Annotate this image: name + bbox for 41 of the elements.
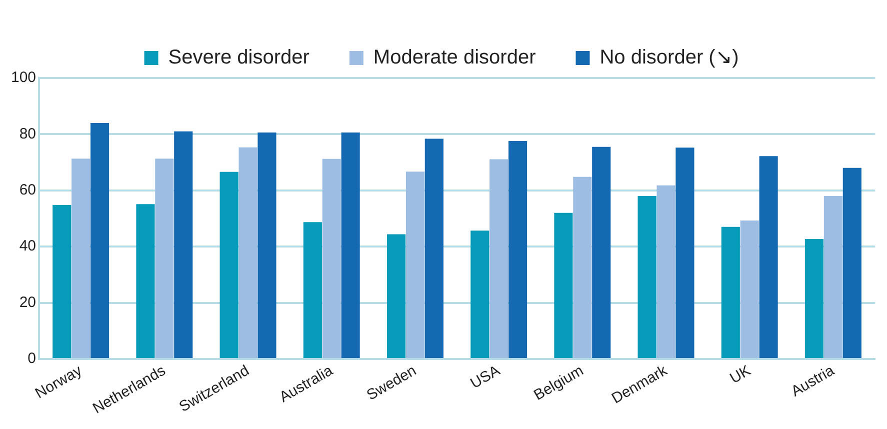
- bar: [424, 138, 444, 358]
- y-tick-label: 0: [28, 350, 36, 368]
- bar: [592, 146, 611, 358]
- bar: [638, 196, 656, 358]
- bar: [341, 132, 360, 358]
- legend-label: Moderate disorder: [373, 46, 536, 69]
- y-tick-label: 20: [19, 294, 36, 311]
- bar: [72, 158, 90, 358]
- bar: [508, 140, 528, 358]
- bar: [554, 212, 573, 358]
- y-tick-label: 100: [10, 69, 36, 86]
- bar: [656, 185, 676, 358]
- bar: [676, 148, 694, 358]
- bar: [258, 132, 276, 358]
- bar: [804, 238, 824, 358]
- x-tick-label: USA: [468, 362, 503, 392]
- bar: [238, 147, 258, 358]
- bar: [386, 234, 406, 358]
- legend-label: Severe disorder: [168, 46, 310, 69]
- bar: [406, 172, 424, 358]
- bar: [155, 158, 174, 358]
- bar: [842, 168, 862, 358]
- bar: [303, 222, 322, 358]
- bar: [220, 172, 238, 358]
- bar: [740, 220, 759, 358]
- bar: [136, 204, 155, 358]
- bar: [470, 230, 490, 358]
- bar: [824, 196, 842, 358]
- legend-label: No disorder (↘): [600, 46, 739, 69]
- bar: [573, 176, 592, 358]
- y-tick-label: 60: [19, 182, 36, 199]
- y-tick-label: 80: [19, 125, 36, 142]
- bar: [490, 159, 508, 358]
- bar: [90, 122, 110, 358]
- bar: [721, 226, 740, 358]
- bar: [322, 158, 341, 358]
- x-tick-label: UK: [727, 362, 754, 388]
- y-tick-label: 40: [19, 238, 36, 255]
- bar: [52, 205, 72, 358]
- bar: [174, 131, 193, 358]
- bar: [759, 156, 778, 358]
